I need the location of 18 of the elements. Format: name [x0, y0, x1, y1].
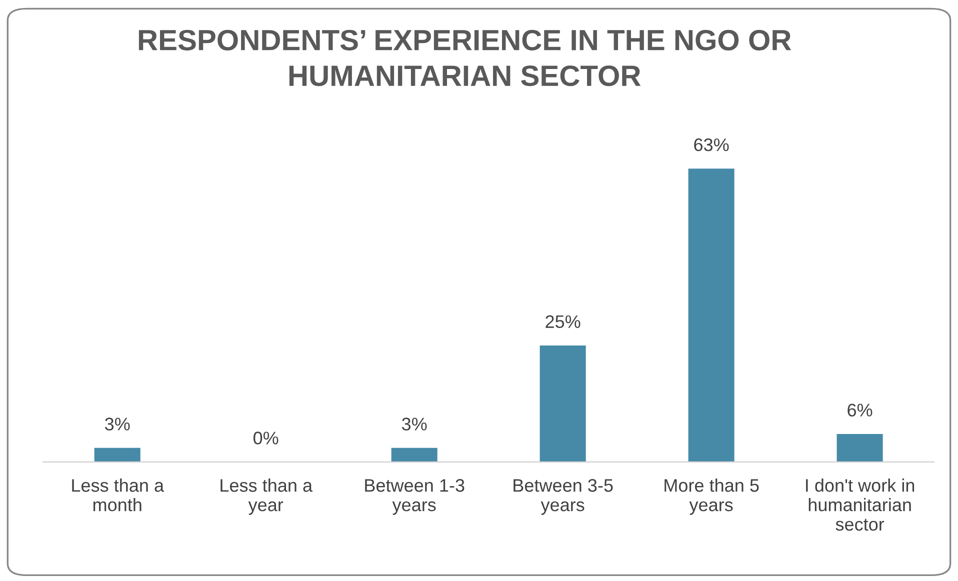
- bar: [540, 346, 586, 462]
- x-tick-label: Between 3-5 years: [514, 479, 613, 515]
- bar: [688, 168, 734, 462]
- bar: [391, 448, 438, 462]
- chart-title: RESPONDENTS’ EXPERIENCE IN THE NGO OR HUMANITARIAN SECTOR: [138, 30, 792, 86]
- data-label: 25%: [546, 315, 580, 328]
- data-label: 6%: [848, 404, 872, 417]
- x-tick-label: I don't work in humanitarian sector: [806, 478, 914, 531]
- bar: [836, 434, 883, 462]
- data-label: 63%: [694, 138, 729, 152]
- data-label: 0%: [254, 432, 278, 444]
- x-tick-label: More than 5 years: [664, 478, 759, 515]
- data-label: 3%: [402, 418, 427, 430]
- x-tick-label: Between 1-3 years: [365, 479, 464, 515]
- bar: [94, 448, 140, 462]
- data-label: 3%: [104, 418, 130, 430]
- x-tick-label: Less than a month: [72, 478, 164, 512]
- x-tick-label: Less than a year: [220, 478, 313, 515]
